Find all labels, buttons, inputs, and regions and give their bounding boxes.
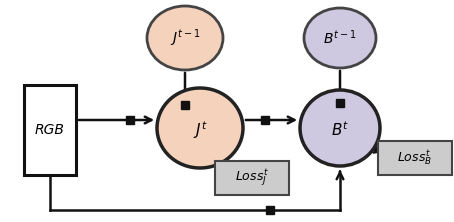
FancyBboxPatch shape xyxy=(378,141,452,175)
Text: $J^{t}$: $J^{t}$ xyxy=(192,119,207,141)
Text: $B^{t-1}$: $B^{t-1}$ xyxy=(323,29,357,47)
Text: $Loss_B^{t}$: $Loss_B^{t}$ xyxy=(397,149,433,168)
Ellipse shape xyxy=(157,88,243,168)
Bar xyxy=(266,206,274,214)
FancyBboxPatch shape xyxy=(24,85,76,175)
Text: $J^{t-1}$: $J^{t-1}$ xyxy=(170,27,200,49)
Ellipse shape xyxy=(300,90,380,166)
Text: RGB: RGB xyxy=(35,123,65,137)
Bar xyxy=(336,99,344,107)
Bar xyxy=(181,101,189,109)
Bar xyxy=(126,116,134,124)
Ellipse shape xyxy=(304,8,376,68)
Text: $B^{t}$: $B^{t}$ xyxy=(331,121,349,139)
Text: $Loss_J^{t}$: $Loss_J^{t}$ xyxy=(235,168,269,188)
Bar xyxy=(261,116,269,124)
Ellipse shape xyxy=(147,6,223,70)
FancyBboxPatch shape xyxy=(215,161,289,195)
